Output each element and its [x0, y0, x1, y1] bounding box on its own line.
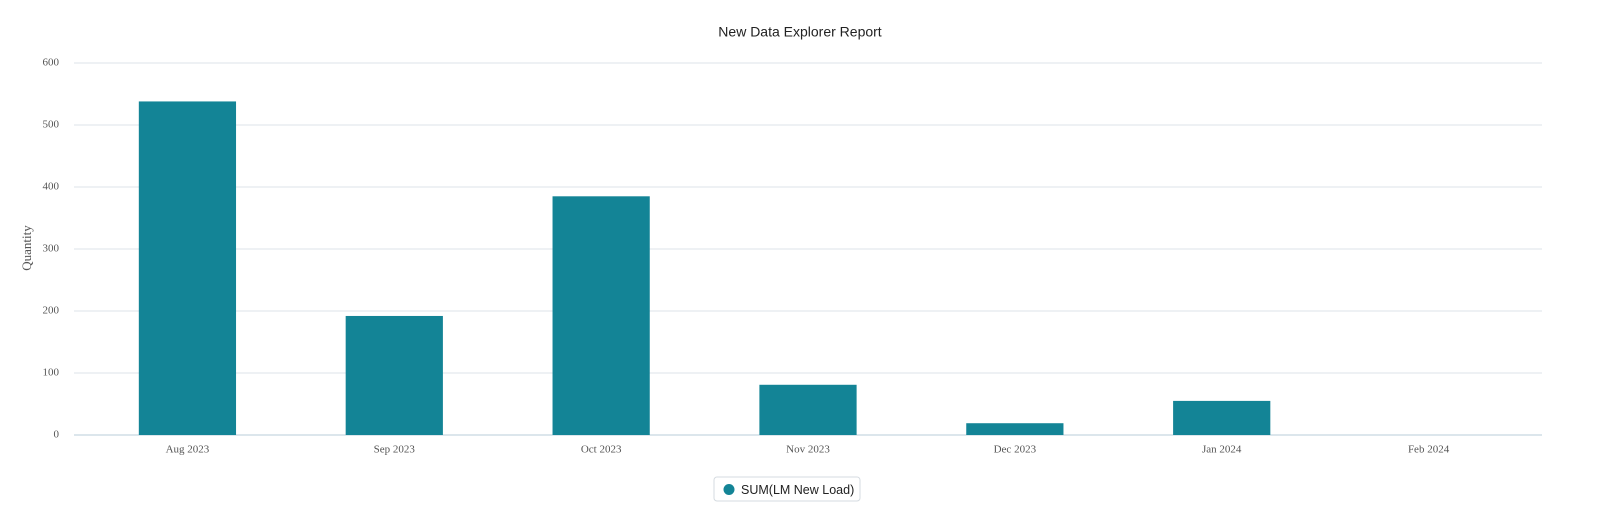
- legend: SUM(LM New Load): [713, 476, 861, 502]
- y-tick-label: 100: [43, 367, 60, 379]
- legend-label: SUM(LM New Load): [741, 483, 854, 497]
- x-tick-label: Sep 2023: [374, 444, 416, 456]
- legend-box: [713, 476, 861, 502]
- bar: [759, 384, 857, 435]
- bar: [138, 101, 237, 435]
- y-tick-label: 200: [43, 305, 60, 317]
- x-tick-label: Feb 2024: [1408, 444, 1450, 456]
- bar: [552, 196, 650, 435]
- legend-marker: [723, 484, 735, 495]
- bar: [345, 315, 443, 435]
- bar: [1173, 400, 1271, 435]
- y-axis-label: Quantity: [19, 225, 34, 271]
- y-tick-label: 0: [54, 429, 60, 441]
- y-tick-label: 400: [43, 181, 60, 193]
- bar: [966, 423, 1064, 435]
- y-tick-label: 600: [43, 57, 60, 69]
- x-tick-label: Oct 2023: [581, 444, 622, 456]
- x-tick-label: Jan 2024: [1202, 444, 1242, 456]
- x-tick-label: Nov 2023: [786, 444, 830, 456]
- chart-title: New Data Explorer Report: [718, 24, 882, 40]
- y-tick-label: 300: [43, 243, 60, 255]
- y-tick-label: 500: [43, 119, 60, 131]
- x-tick-label: Dec 2023: [994, 444, 1037, 456]
- x-tick-label: Aug 2023: [166, 444, 210, 456]
